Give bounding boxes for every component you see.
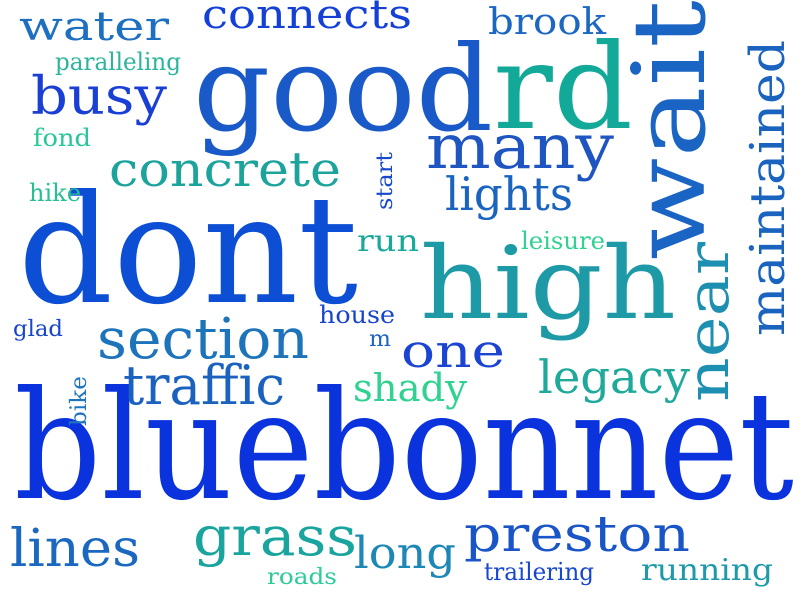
word: shady xyxy=(353,366,468,410)
word: lines xyxy=(10,519,140,579)
word: one xyxy=(401,324,505,378)
word: high xyxy=(420,225,676,342)
word: good xyxy=(193,20,493,158)
word: preston xyxy=(464,505,690,563)
word: busy xyxy=(31,67,168,127)
word: roads xyxy=(267,565,337,590)
word: long xyxy=(354,528,456,579)
word: grass xyxy=(193,505,357,568)
word: start xyxy=(373,152,398,210)
word: dont xyxy=(18,164,358,338)
word: legacy xyxy=(538,350,690,404)
word: bike xyxy=(67,376,92,426)
word: section xyxy=(97,307,309,372)
word: hike xyxy=(29,179,81,207)
word: connects xyxy=(202,0,412,38)
word: wait xyxy=(611,0,728,260)
word: maintained xyxy=(740,40,796,336)
word: water xyxy=(19,4,170,50)
word: fond xyxy=(33,124,91,152)
word: m xyxy=(369,327,391,352)
word: glad xyxy=(13,317,63,342)
word: traffic xyxy=(123,354,285,417)
word: rd xyxy=(493,18,633,156)
word: bluebonnet xyxy=(14,360,794,534)
word: trailering xyxy=(484,558,594,586)
word: lights xyxy=(445,167,573,221)
word: near xyxy=(674,242,742,402)
word: brook xyxy=(488,2,607,43)
word: concrete xyxy=(109,142,341,198)
word: many xyxy=(426,110,614,183)
word: run xyxy=(357,224,419,259)
word: house xyxy=(319,301,395,329)
word: running xyxy=(641,553,773,588)
word: paralleling xyxy=(55,48,181,76)
word: leisure xyxy=(521,227,605,255)
